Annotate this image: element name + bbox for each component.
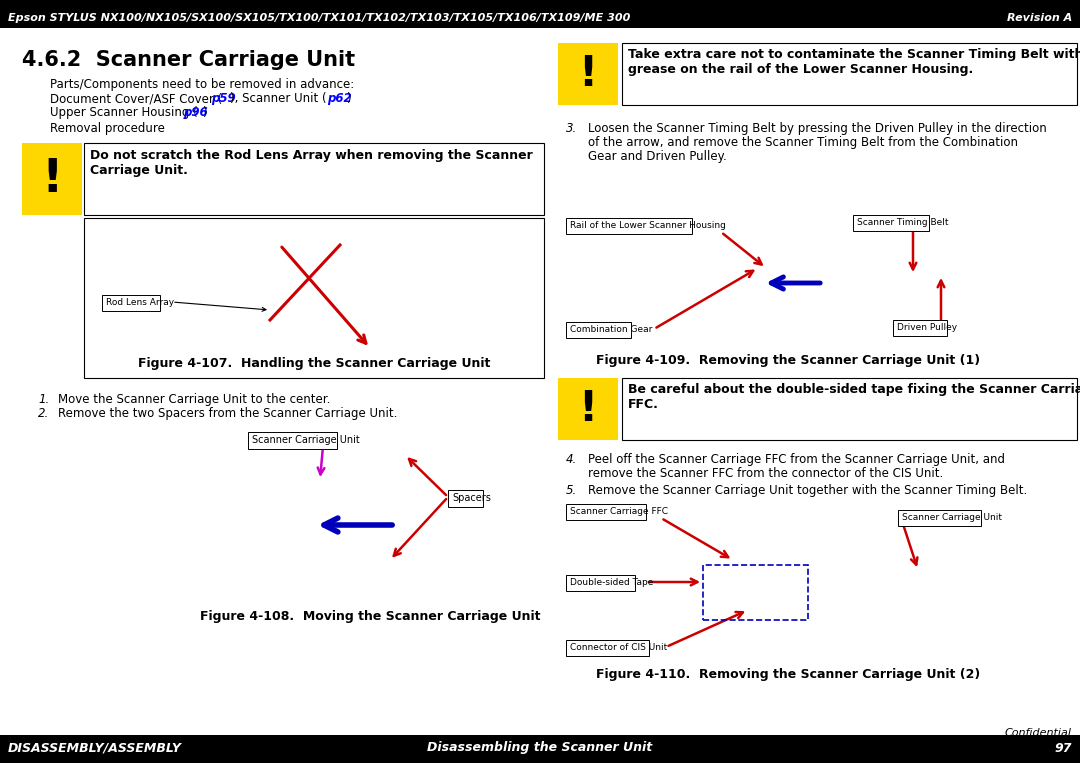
Text: Scanner Timing Belt: Scanner Timing Belt bbox=[858, 218, 948, 227]
Text: ): ) bbox=[346, 92, 351, 105]
Bar bbox=[566, 218, 692, 233]
Bar bbox=[622, 378, 1077, 440]
Text: Spacers: Spacers bbox=[453, 493, 491, 504]
Text: Removal procedure: Removal procedure bbox=[50, 122, 165, 135]
Text: of the arrow, and remove the Scanner Timing Belt from the Combination: of the arrow, and remove the Scanner Tim… bbox=[588, 136, 1018, 149]
Bar bbox=[0, 0, 1080, 28]
Bar bbox=[22, 143, 82, 215]
Text: 4.: 4. bbox=[566, 453, 577, 466]
Text: Disassembling the Scanner Unit: Disassembling the Scanner Unit bbox=[428, 742, 652, 755]
Text: Driven Pulley: Driven Pulley bbox=[897, 324, 957, 333]
Text: Double-sided Tape: Double-sided Tape bbox=[570, 578, 653, 588]
Text: Take extra care not to contaminate the Scanner Timing Belt with
grease on the ra: Take extra care not to contaminate the S… bbox=[627, 48, 1080, 76]
Text: 2.: 2. bbox=[38, 407, 50, 420]
Text: Combination Gear: Combination Gear bbox=[570, 325, 652, 334]
Text: Connector of CIS Unit: Connector of CIS Unit bbox=[570, 643, 667, 652]
Bar bbox=[248, 432, 337, 449]
Text: Confidential: Confidential bbox=[1005, 728, 1072, 738]
Bar bbox=[84, 218, 544, 378]
Text: !: ! bbox=[41, 156, 63, 201]
Bar bbox=[703, 565, 808, 620]
Text: Figure 4-110.  Removing the Scanner Carriage Unit (2): Figure 4-110. Removing the Scanner Carri… bbox=[596, 668, 981, 681]
Text: Rail of the Lower Scanner Housing: Rail of the Lower Scanner Housing bbox=[570, 221, 726, 230]
Text: !: ! bbox=[579, 388, 597, 430]
Text: 1.: 1. bbox=[38, 393, 50, 406]
Text: ): ) bbox=[202, 106, 206, 119]
Bar bbox=[84, 143, 544, 215]
Text: Figure 4-108.  Moving the Scanner Carriage Unit: Figure 4-108. Moving the Scanner Carriag… bbox=[200, 610, 540, 623]
Text: Revision A: Revision A bbox=[1007, 13, 1072, 23]
Text: p59: p59 bbox=[211, 92, 235, 105]
Bar bbox=[853, 215, 929, 230]
Bar bbox=[622, 43, 1077, 105]
Bar bbox=[448, 490, 483, 507]
Bar bbox=[893, 320, 947, 336]
Text: p62: p62 bbox=[327, 92, 352, 105]
Text: 5.: 5. bbox=[566, 484, 577, 497]
Text: Upper Scanner Housing (: Upper Scanner Housing ( bbox=[50, 106, 198, 119]
Text: Scanner Carriage Unit: Scanner Carriage Unit bbox=[252, 435, 360, 446]
Bar bbox=[566, 575, 635, 591]
Text: 4.6.2  Scanner Carriage Unit: 4.6.2 Scanner Carriage Unit bbox=[22, 50, 355, 70]
Text: Loosen the Scanner Timing Belt by pressing the Driven Pulley in the direction: Loosen the Scanner Timing Belt by pressi… bbox=[588, 122, 1047, 135]
Text: Peel off the Scanner Carriage FFC from the Scanner Carriage Unit, and: Peel off the Scanner Carriage FFC from t… bbox=[588, 453, 1005, 466]
Text: 3.: 3. bbox=[566, 122, 577, 135]
Bar bbox=[0, 735, 1080, 763]
Text: Figure 4-107.  Handling the Scanner Carriage Unit: Figure 4-107. Handling the Scanner Carri… bbox=[138, 357, 490, 370]
Text: Scanner Carriage Unit: Scanner Carriage Unit bbox=[902, 513, 1002, 523]
Text: Do not scratch the Rod Lens Array when removing the Scanner
Carriage Unit.: Do not scratch the Rod Lens Array when r… bbox=[90, 149, 532, 177]
Text: 97: 97 bbox=[1054, 742, 1072, 755]
Bar bbox=[566, 504, 646, 520]
Text: Epson STYLUS NX100/NX105/SX100/SX105/TX100/TX101/TX102/TX103/TX105/TX106/TX109/M: Epson STYLUS NX100/NX105/SX100/SX105/TX1… bbox=[8, 13, 631, 23]
Text: Be careful about the double-sided tape fixing the Scanner Carriage
FFC.: Be careful about the double-sided tape f… bbox=[627, 383, 1080, 411]
Text: Figure 4-109.  Removing the Scanner Carriage Unit (1): Figure 4-109. Removing the Scanner Carri… bbox=[596, 354, 980, 367]
Text: !: ! bbox=[579, 53, 597, 95]
Text: Remove the two Spacers from the Scanner Carriage Unit.: Remove the two Spacers from the Scanner … bbox=[58, 407, 397, 420]
Text: remove the Scanner FFC from the connector of the CIS Unit.: remove the Scanner FFC from the connecto… bbox=[588, 467, 943, 480]
Text: ), Scanner Unit (: ), Scanner Unit ( bbox=[230, 92, 326, 105]
Text: Remove the Scanner Carriage Unit together with the Scanner Timing Belt.: Remove the Scanner Carriage Unit togethe… bbox=[588, 484, 1027, 497]
Bar bbox=[897, 510, 981, 526]
Text: Rod Lens Array: Rod Lens Array bbox=[106, 298, 174, 307]
Text: Parts/Components need to be removed in advance:: Parts/Components need to be removed in a… bbox=[50, 78, 354, 91]
Bar bbox=[102, 295, 160, 311]
Bar bbox=[566, 640, 649, 655]
Bar bbox=[558, 43, 618, 105]
Text: p96: p96 bbox=[183, 106, 207, 119]
Text: Document Cover/ASF Cover (: Document Cover/ASF Cover ( bbox=[50, 92, 222, 105]
Text: Move the Scanner Carriage Unit to the center.: Move the Scanner Carriage Unit to the ce… bbox=[58, 393, 330, 406]
Text: Scanner Carriage FFC: Scanner Carriage FFC bbox=[570, 507, 669, 517]
Bar bbox=[566, 322, 631, 338]
Bar bbox=[558, 378, 618, 440]
Text: Gear and Driven Pulley.: Gear and Driven Pulley. bbox=[588, 150, 727, 163]
Text: DISASSEMBLY/ASSEMBLY: DISASSEMBLY/ASSEMBLY bbox=[8, 742, 181, 755]
